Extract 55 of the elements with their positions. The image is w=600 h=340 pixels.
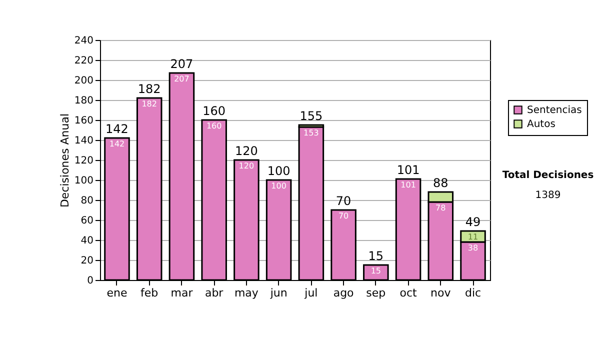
total-label: 207: [170, 57, 194, 71]
x-tick-label: ago: [333, 286, 354, 300]
legend-label: Sentencias: [527, 105, 582, 116]
y-tick-label: 160: [74, 116, 94, 126]
data-label: 15: [370, 266, 382, 276]
x-tick-label: may: [234, 286, 259, 300]
total-label: 142: [106, 122, 128, 136]
data-label: 120: [238, 162, 254, 170]
y-axis-title: Decisiones Anual: [58, 113, 72, 208]
text: 1389: [534, 190, 562, 201]
x-tick-label: jun: [269, 286, 288, 300]
data-label: 207: [174, 74, 190, 84]
x-tick-label: abr: [204, 286, 224, 300]
x-tick-label: mar: [170, 286, 194, 300]
total-label: 160: [202, 104, 226, 118]
total-label: 88: [433, 176, 448, 190]
y-tick-label: 40: [80, 236, 94, 246]
y-tick-label: 240: [74, 36, 94, 46]
y-tick-label: 200: [74, 76, 94, 86]
total-label: 120: [235, 144, 258, 158]
data-label: 142: [109, 140, 125, 148]
x-tick-label: jul: [304, 286, 318, 300]
data-label: 78: [436, 204, 446, 212]
y-tick-label: 120: [74, 156, 94, 166]
y-tick-label: 220: [74, 56, 94, 66]
total-label: 155: [300, 109, 323, 123]
legend-label: Autos: [527, 119, 556, 130]
y-tick-label: 180: [74, 96, 94, 106]
data-label: 11: [468, 232, 478, 242]
x-tick-label: ene: [106, 286, 128, 300]
data-label: 101: [400, 180, 416, 190]
x-tick-label: oct: [400, 286, 418, 300]
total-label: 100: [267, 164, 290, 178]
y-tick-label: 140: [74, 136, 94, 146]
y-tick-label: 0: [87, 276, 94, 286]
total-label: 70: [336, 194, 352, 208]
total-label: 182: [138, 82, 161, 96]
data-label: 160: [206, 122, 222, 130]
total-label: 101: [396, 163, 420, 177]
x-tick-label: feb: [140, 286, 158, 300]
data-label: 70: [338, 212, 349, 220]
x-tick-label: dic: [464, 286, 482, 300]
y-tick-label: 20: [80, 256, 94, 266]
y-tick-label: 100: [74, 176, 94, 186]
x-tick-label: sep: [366, 286, 386, 300]
data-label: 153: [304, 128, 319, 138]
data-label: 182: [142, 100, 157, 108]
y-tick-label: 60: [80, 216, 94, 226]
x-tick-label: nov: [430, 286, 452, 300]
data-label: 100: [271, 182, 286, 190]
text: Total Decisiones: [501, 170, 595, 181]
data-label: 38: [468, 244, 478, 252]
total-label: 49: [465, 215, 481, 229]
total-label: 15: [368, 249, 384, 263]
y-tick-label: 80: [80, 196, 94, 206]
